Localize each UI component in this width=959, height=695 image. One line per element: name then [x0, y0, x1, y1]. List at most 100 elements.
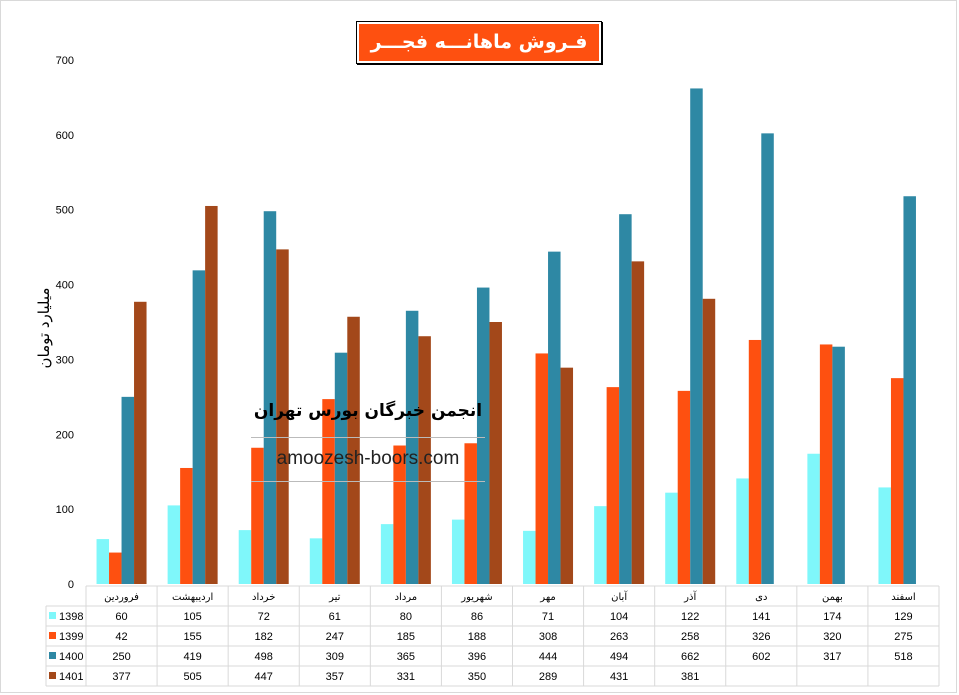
bar-1398 — [594, 506, 607, 584]
data-label: 188 — [468, 631, 486, 643]
watermark-url: amoozesh-boors.com — [276, 448, 460, 469]
data-label: 105 — [183, 611, 201, 623]
data-label: 247 — [326, 631, 344, 643]
bar-1400 — [405, 310, 419, 584]
data-label: 60 — [115, 611, 127, 623]
legend-swatch-1398 — [49, 612, 56, 619]
data-label: 141 — [752, 611, 770, 623]
data-label: 72 — [258, 611, 270, 623]
bar-1401 — [702, 298, 716, 584]
data-label: 350 — [468, 671, 486, 683]
data-label: 494 — [610, 651, 628, 663]
y-tick-label: 400 — [56, 280, 74, 292]
data-label: 662 — [681, 651, 699, 663]
watermark-divider — [251, 481, 485, 482]
data-label: 444 — [539, 651, 557, 663]
bar-1399 — [464, 443, 477, 584]
data-label: 258 — [681, 631, 699, 643]
bar-1400 — [690, 88, 703, 585]
bar-1398 — [807, 453, 820, 584]
data-label: 174 — [823, 611, 841, 623]
x-category-label: اردیبهشت — [172, 592, 213, 603]
data-label: 104 — [610, 611, 628, 623]
data-label: 377 — [112, 671, 130, 683]
x-category-label: شهریور — [460, 592, 492, 603]
bar-1400 — [619, 214, 632, 584]
data-label: 431 — [610, 671, 628, 683]
watermark-title: انجمن خبرگان بورس تهران — [253, 401, 483, 421]
x-category-label: مهر — [539, 592, 555, 603]
bar-1400 — [192, 270, 206, 584]
bar-1399 — [393, 445, 406, 584]
chart-title: فـروش ماهانـــه فجـــر — [359, 24, 599, 61]
data-label: 381 — [681, 671, 699, 683]
data-label: 357 — [326, 671, 344, 683]
bar-1401 — [560, 367, 574, 584]
y-tick-label: 500 — [56, 205, 74, 217]
bar-1399 — [677, 390, 691, 584]
y-tick-label: 200 — [56, 429, 74, 441]
bar-1400 — [903, 196, 916, 585]
data-label: 505 — [183, 671, 201, 683]
data-label: 308 — [539, 631, 557, 643]
data-label: 80 — [400, 611, 412, 623]
bar-1401 — [489, 322, 502, 584]
data-label: 71 — [542, 611, 554, 623]
x-category-label: بهمن — [822, 592, 843, 603]
bar-1400 — [761, 133, 774, 585]
bar-1401 — [418, 336, 431, 584]
legend-label: 1401 — [59, 671, 83, 683]
data-label: 250 — [112, 651, 130, 663]
x-category-label: دی — [755, 592, 767, 603]
data-label: 309 — [326, 651, 344, 663]
bar-1400 — [832, 346, 845, 584]
bar-1400 — [476, 287, 490, 584]
bar-1399 — [322, 399, 335, 584]
y-tick-label: 300 — [56, 354, 74, 366]
legend-label: 1399 — [59, 631, 83, 643]
data-label: 602 — [752, 651, 770, 663]
bar-1398 — [380, 524, 394, 584]
bar-1400 — [263, 211, 277, 584]
legend-label: 1398 — [59, 611, 83, 623]
y-tick-label: 700 — [56, 55, 74, 67]
y-tick-label: 0 — [68, 579, 74, 591]
legend-swatch-1401 — [49, 672, 56, 679]
data-label: 129 — [894, 611, 912, 623]
x-category-label: آذر — [683, 590, 697, 603]
data-label: 331 — [397, 671, 415, 683]
data-label: 498 — [255, 651, 273, 663]
data-label: 122 — [681, 611, 699, 623]
bar-1401 — [276, 249, 289, 585]
bar-1400 — [121, 396, 135, 584]
x-category-label: فروردین — [104, 592, 139, 603]
bar-1399 — [606, 387, 620, 584]
data-label: 86 — [471, 611, 483, 623]
x-category-label: تیر — [328, 592, 341, 603]
data-label: 447 — [255, 671, 273, 683]
data-label: 365 — [397, 651, 415, 663]
bar-1399 — [819, 344, 833, 584]
bar-1398 — [523, 530, 536, 584]
y-tick-label: 600 — [56, 130, 74, 142]
bar-1398 — [238, 530, 252, 584]
data-label: 320 — [823, 631, 841, 643]
bar-1398 — [878, 487, 891, 584]
data-label: 263 — [610, 631, 628, 643]
data-label: 155 — [183, 631, 201, 643]
x-category-label: خرداد — [252, 592, 275, 603]
data-label: 61 — [329, 611, 341, 623]
bar-1398 — [96, 539, 110, 584]
data-label: 42 — [115, 631, 127, 643]
bar-1398 — [309, 538, 323, 584]
data-label: 289 — [539, 671, 557, 683]
bar-1398 — [451, 519, 465, 584]
bar-1401 — [347, 316, 360, 584]
bar-1399 — [535, 353, 549, 584]
chart-title-box: فـروش ماهانـــه فجـــر — [356, 21, 602, 64]
legend-swatch-1399 — [49, 632, 56, 639]
bar-1399 — [890, 378, 904, 584]
x-category-label: مرداد — [395, 592, 418, 603]
data-label: 326 — [752, 631, 770, 643]
